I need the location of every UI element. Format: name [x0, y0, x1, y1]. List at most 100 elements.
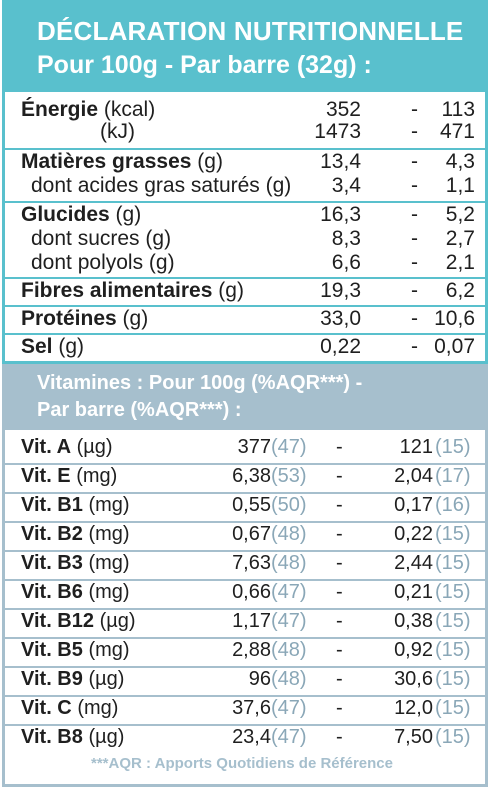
vitamins-header-line2: Par barre (%AQR***) : — [37, 399, 242, 421]
nutrient-unit: (g) — [115, 203, 142, 226]
aqr-percent-bar: (15) — [435, 552, 471, 574]
dash-separator: - — [336, 697, 343, 719]
aqr-footnote: ***AQR : Apports Quotidiens de Référence — [91, 755, 393, 772]
dash-separator: - — [411, 279, 418, 302]
value-per-bar: 2,44 — [394, 552, 433, 574]
dash-separator: - — [411, 335, 418, 358]
value-per-100g: 6,38 — [232, 465, 271, 487]
aqr-percent-bar: (15) — [435, 697, 471, 719]
vitamin-unit: (µg) — [99, 610, 136, 632]
aqr-percent-bar: (15) — [435, 581, 471, 603]
dash-separator: - — [336, 639, 343, 661]
value-per-bar: 0,21 — [394, 581, 433, 603]
table-row: Vit. B1 (mg) 0,55 (50) - 0,17 (16) — [5, 492, 485, 523]
vitamin-name: Vit. B9 — [21, 668, 83, 690]
nutrient-sub-label: dont polyols (g) — [31, 251, 175, 274]
vitamin-unit: (mg) — [88, 494, 130, 516]
dash-separator: - — [336, 552, 343, 574]
aqr-percent-bar: (15) — [435, 668, 471, 690]
dash-separator: - — [336, 494, 343, 516]
table-row: Vit. C (mg) 37,6 (47) - 12,0 (15) — [5, 695, 485, 726]
vitamin-unit: (µg) — [88, 726, 125, 748]
vitamin-name: Vit. B2 — [21, 523, 83, 545]
dash-separator: - — [336, 581, 343, 603]
value-per-bar: 0,17 — [394, 494, 433, 516]
nutrient-name: Glucides — [21, 203, 110, 226]
table-row: dont polyols (g) 6,6 - 2,1 — [5, 251, 485, 279]
vitamin-name: Vit. B6 — [21, 581, 83, 603]
value-per-bar: 0,22 — [394, 523, 433, 545]
nutrient-name: Matières grasses — [21, 150, 192, 173]
vitamin-name: Vit. B1 — [21, 494, 83, 516]
vitamins-header: Vitamines : Pour 100g (%AQR***) - Par ba… — [2, 364, 488, 430]
aqr-percent-100g: (47) — [271, 436, 307, 458]
aqr-percent-100g: (48) — [271, 552, 307, 574]
vitamin-name: Vit. B12 — [21, 610, 94, 632]
aqr-percent-100g: (47) — [271, 726, 307, 748]
aqr-percent-100g: (47) — [271, 581, 307, 603]
value-per-100g: 0,66 — [232, 581, 271, 603]
value-per-100g: 19,3 — [320, 279, 361, 302]
vitamin-unit: (mg) — [77, 697, 119, 719]
dash-separator: - — [411, 307, 418, 330]
vitamin-unit: (mg) — [88, 523, 130, 545]
vitamin-unit: (µg) — [88, 668, 125, 690]
aqr-percent-bar: (15) — [435, 436, 471, 458]
nutrient-name: Protéines — [21, 307, 117, 330]
nutrition-header: DÉCLARATION NUTRITIONNELLE Pour 100g - P… — [2, 0, 488, 92]
vitamin-unit: (mg) — [76, 465, 118, 487]
vitamin-name: Vit. A — [21, 436, 72, 458]
table-row: Vit. B5 (mg) 2,88 (48) - 0,92 (15) — [5, 637, 485, 668]
table-row: Vit. B8 (µg) 23,4 (47) - 7,50 (15) — [5, 724, 485, 753]
value-per-bar: 113 — [441, 98, 475, 121]
dash-separator: - — [411, 174, 418, 197]
nutrient-unit: (kcal) — [103, 98, 156, 121]
value-per-100g: 0,55 — [232, 494, 271, 516]
value-per-100g: 377 — [237, 436, 271, 458]
aqr-percent-100g: (47) — [271, 697, 307, 719]
vitamin-name: Vit. B8 — [21, 726, 83, 748]
value-per-100g: 0,67 — [232, 523, 271, 545]
value-per-bar: 2,1 — [445, 251, 475, 274]
table-row: Matières grasses (g) 13,4 - 4,3 — [5, 150, 485, 174]
vitamin-name: Vit. B5 — [21, 639, 83, 661]
vitamin-name: Vit. E — [21, 465, 71, 487]
nutrient-unit: (g) — [58, 335, 85, 358]
value-per-bar: 30,6 — [394, 668, 433, 690]
value-per-100g: 1473 — [314, 120, 361, 143]
aqr-percent-100g: (48) — [271, 639, 307, 661]
value-per-bar: 0,38 — [394, 610, 433, 632]
aqr-percent-100g: (48) — [271, 523, 307, 545]
value-per-bar: 0,92 — [394, 639, 433, 661]
dash-separator: - — [336, 523, 343, 545]
value-per-bar: 2,04 — [394, 465, 433, 487]
dash-separator: - — [411, 120, 418, 143]
header-subtitle: Pour 100g - Par barre (32g) : — [37, 51, 372, 79]
aqr-percent-100g: (48) — [271, 668, 307, 690]
value-per-100g: 352 — [325, 98, 361, 121]
table-row: (kJ) 1473 - 471 — [5, 120, 485, 150]
nutrient-unit: (g) — [197, 150, 223, 173]
nutrient-sub-label: dont acides gras saturés (g) — [31, 174, 292, 197]
aqr-percent-100g: (50) — [271, 494, 307, 516]
nutrient-unit: (g) — [218, 279, 244, 302]
aqr-percent-100g: (53) — [271, 465, 307, 487]
table-row: Énergie (kcal) 352 - 113 — [5, 98, 485, 150]
vitamins-table: Vit. A (µg) 377 (47) -121 (15) Vit. E (mg) 6,3… — [2, 430, 488, 787]
value-per-bar: 6,2 — [445, 279, 475, 302]
table-row: Fibres alimentaires (g) 19,3 - 6,2 — [5, 279, 485, 307]
value-per-bar: 5,2 — [445, 203, 475, 226]
table-row: Vit. B9 (µg) 96 (48) - 30,6 (15) — [5, 666, 485, 697]
dash-separator: - — [411, 98, 418, 121]
value-per-100g: 2,88 — [232, 639, 271, 661]
value-per-100g: 7,63 — [232, 552, 271, 574]
value-per-100g: 96 — [248, 668, 271, 690]
table-row: Vit. A (µg) 377 (47) - 121 (15) — [5, 434, 485, 465]
dash-separator: - — [411, 251, 418, 274]
dash-separator: - — [411, 227, 418, 250]
value-per-bar: 10,6 — [434, 307, 475, 330]
aqr-percent-bar: (15) — [435, 639, 471, 661]
table-row: Glucides (g) 16,3 - 5,2 — [5, 203, 485, 227]
value-per-100g: 37,6 — [232, 697, 271, 719]
